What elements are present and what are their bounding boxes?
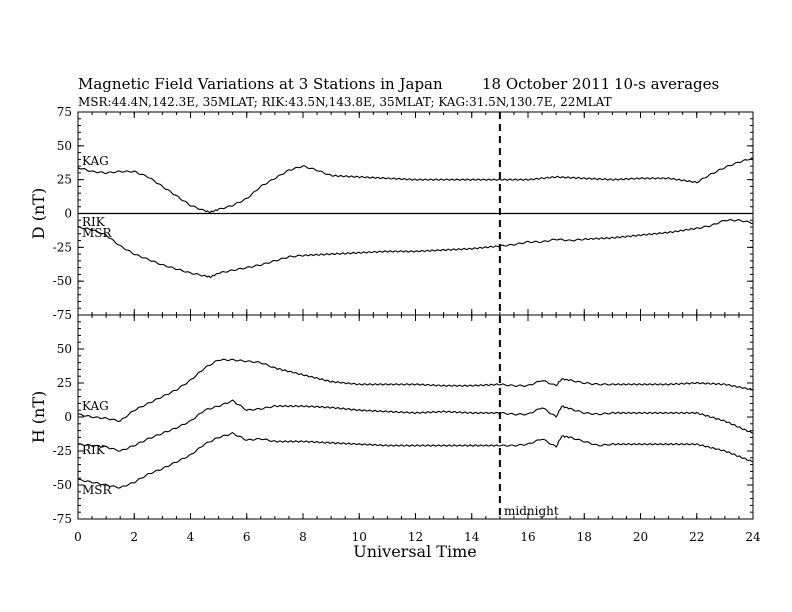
series-line-msr [77,431,754,489]
y-tick-label: -50 [53,274,72,288]
x-tick-label: 20 [633,530,648,544]
chart-title: Magnetic Field Variations at 3 Stations … [78,75,443,93]
y-tick-label: -50 [53,478,72,492]
chart-date: 18 October 2011 [482,75,610,93]
y-tick-label: 50 [57,139,72,153]
y-axis-label: H (nT) [29,391,48,444]
station-label-msr: MSR [82,226,113,240]
y-tick-label: 75 [57,105,72,119]
x-axis-label: Universal Time [353,542,476,561]
y-tick-label: -75 [53,512,72,526]
x-tick-label: 18 [577,530,592,544]
midnight-label: midnight [504,504,559,518]
y-tick-label: -75 [53,308,72,322]
series-line-kag_upper [77,358,754,422]
y-tick-label: -25 [53,444,72,458]
x-tick-label: 4 [187,530,195,544]
x-tick-label: 14 [464,530,480,544]
x-tick-label: 10 [352,530,367,544]
series-line-rik [77,219,754,279]
station-label-kag: KAG [82,154,109,168]
x-tick-label: 24 [745,530,761,544]
x-tick-label: 6 [243,530,251,544]
series-line-kag [77,157,754,214]
x-tick-label: 16 [520,530,535,544]
station-label-rik: RIK [82,443,106,457]
panel-2: 50 25 0 -25 -50 -75 H (nT) KAG RIK MSR [29,314,754,526]
chart-subtitle: MSR:44.4N,142.3E, 35MLAT; RIK:43.5N,143.… [78,95,612,109]
chart-averaging: 10-s averages [614,75,719,93]
y-tick-label: 25 [57,173,72,187]
x-tick-label: 0 [74,530,82,544]
station-label-kag: KAG [82,399,109,413]
x-tick-label: 8 [299,530,307,544]
y-tick-label: 0 [64,207,72,221]
series-line-kag [77,399,754,452]
x-tick-label: 2 [130,530,138,544]
x-tick-label: 12 [408,530,423,544]
station-label-msr: MSR [82,483,113,497]
y-axis-label: D (nT) [29,188,48,239]
y-tick-label: 50 [57,342,72,356]
x-tick-label: 22 [689,530,704,544]
station-label-rik: RIK [82,215,106,229]
y-tick-label: -25 [53,240,72,254]
y-tick-label: 0 [64,410,72,424]
panel-frame [77,314,754,520]
y-tick-label: 25 [57,376,72,390]
